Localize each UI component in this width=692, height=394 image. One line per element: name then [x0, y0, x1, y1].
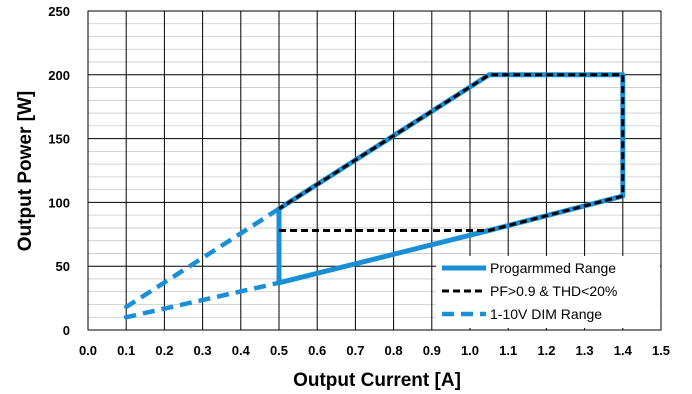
x-tick-label: 0.6 — [308, 343, 326, 358]
x-tick-label: 0.7 — [346, 343, 364, 358]
x-axis-tick-labels: 0.0 0.1 0.2 0.3 0.4 0.5 0.6 0.7 0.8 0.9 1.0 1.1 1.2 1… — [79, 343, 670, 358]
legend-item: Progarmmed Range — [442, 260, 616, 276]
x-tick-label: 1.3 — [576, 343, 594, 358]
x-axis-title: Output Current [A] — [293, 370, 461, 391]
y-tick-label: 250 — [48, 4, 70, 19]
legend: Progarmmed Range PF>0.9 & THD<20% 1-10V … — [436, 256, 660, 328]
series-line-2 — [123, 206, 281, 320]
y-tick-label: 0 — [63, 323, 70, 338]
legend-item: 1-10V DIM Range — [442, 306, 602, 322]
legend-label-dim-range: 1-10V DIM Range — [490, 306, 602, 322]
legend-label-programmed-range: Progarmmed Range — [490, 260, 616, 276]
series-line-1 — [278, 73, 625, 232]
legend-label-pf-thd: PF>0.9 & THD<20% — [490, 283, 617, 299]
x-tick-label: 1.4 — [614, 343, 633, 358]
y-tick-label: 200 — [48, 68, 70, 83]
y-axis-title: Output Power [W] — [15, 91, 36, 251]
plot-area-frame — [87, 10, 662, 331]
y-tick-label: 100 — [48, 195, 70, 210]
x-tick-label: 0.9 — [423, 343, 441, 358]
y-tick-label: 150 — [48, 132, 70, 147]
x-tick-label: 0.5 — [270, 343, 288, 358]
series-layer — [123, 72, 626, 320]
y-axis-tick-labels: 0 50 100 150 200 250 — [48, 4, 70, 338]
x-tick-label: 1.1 — [499, 343, 517, 358]
x-tick-label: 0.8 — [385, 343, 403, 358]
x-tick-label: 0.2 — [155, 343, 173, 358]
minor-gridlines — [88, 23, 661, 318]
x-tick-label: 0.0 — [79, 343, 97, 358]
x-tick-label: 0.3 — [194, 343, 212, 358]
legend-item: PF>0.9 & THD<20% — [442, 283, 617, 299]
series-line-0 — [276, 72, 626, 286]
x-tick-label: 0.1 — [117, 343, 135, 358]
y-tick-label: 50 — [56, 259, 70, 274]
x-tick-label: 1.2 — [537, 343, 555, 358]
x-tick-label: 1.5 — [652, 343, 670, 358]
x-tick-label: 0.4 — [232, 343, 251, 358]
x-tick-label: 1.0 — [461, 343, 479, 358]
